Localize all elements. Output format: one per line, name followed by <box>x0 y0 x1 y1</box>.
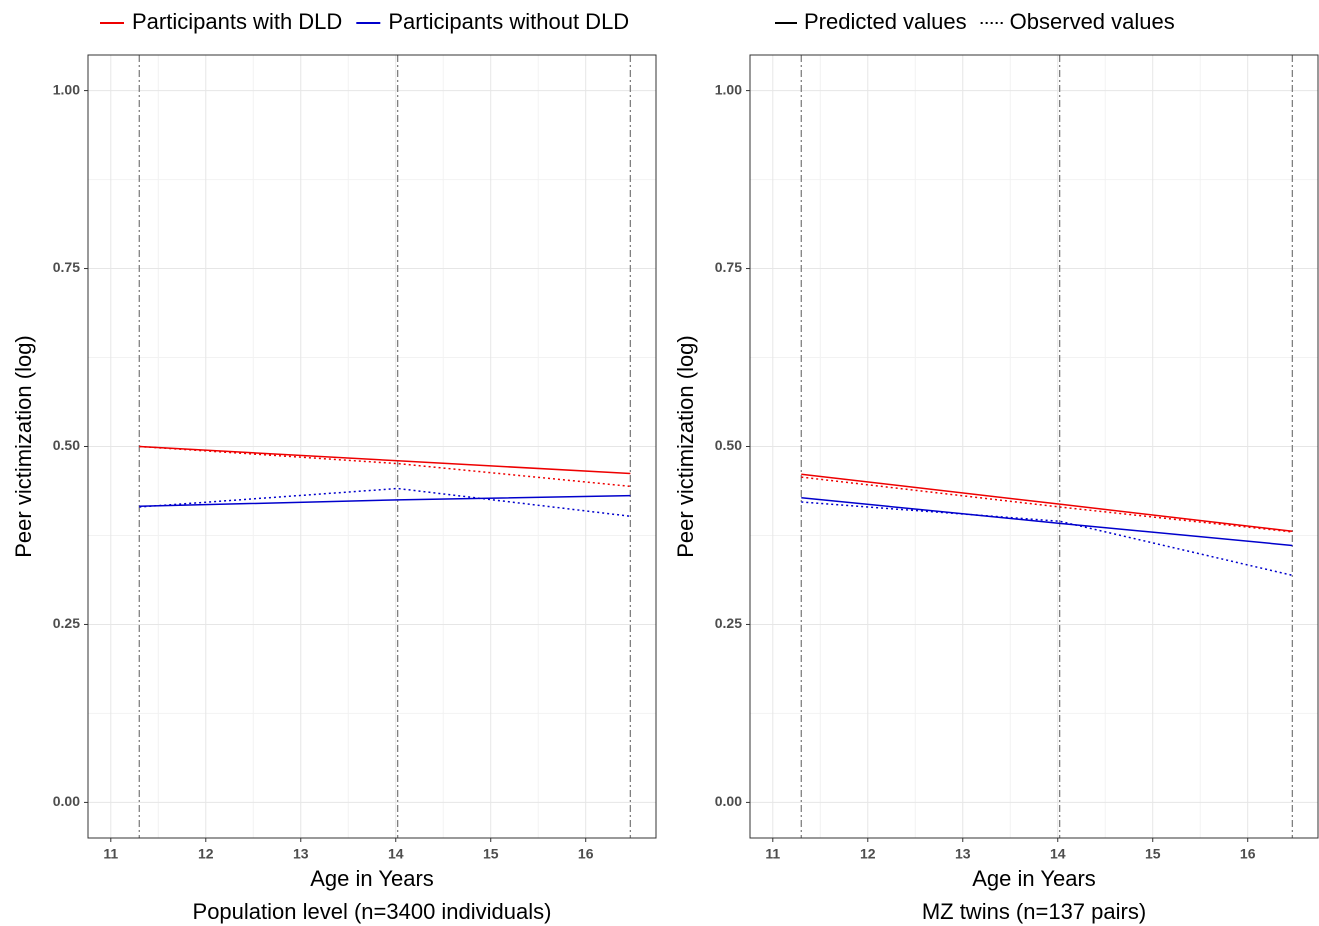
y-tick-label: 0.75 <box>53 259 80 275</box>
plot-border <box>749 54 1319 839</box>
series-line <box>801 473 1293 532</box>
y-tick-label: 1.00 <box>53 81 80 97</box>
x-axis-label: Age in Years <box>972 866 1096 891</box>
legend-label: Participants without DLD <box>388 9 629 34</box>
y-tick-label: 1.00 <box>715 81 742 97</box>
y-tick-label: 0.00 <box>53 793 80 809</box>
legend-label: Observed values <box>1010 9 1175 34</box>
x-tick-label: 11 <box>103 846 118 862</box>
x-tick-label: 16 <box>578 846 594 862</box>
x-axis-label: Age in Years <box>310 866 434 891</box>
legend-label: Participants with DLD <box>132 9 342 34</box>
series-line <box>139 445 631 488</box>
caption: MZ twins (n=137 pairs) <box>922 899 1146 924</box>
x-tick-label: 12 <box>860 846 876 862</box>
x-tick-label: 16 <box>1240 846 1256 862</box>
y-tick-label: 0.75 <box>715 259 742 275</box>
caption: Population level (n=3400 individuals) <box>193 899 552 924</box>
series-line <box>139 487 631 518</box>
series-line <box>139 445 631 475</box>
y-axis-label: Peer victimization (log) <box>673 335 698 558</box>
y-axis-label: Peer victimization (log) <box>11 335 36 558</box>
series-line <box>801 476 1293 533</box>
y-tick-label: 0.50 <box>53 437 80 453</box>
series-line <box>139 494 631 508</box>
x-tick-label: 13 <box>955 846 971 862</box>
series-line <box>801 497 1293 547</box>
y-tick-label: 0.00 <box>715 793 742 809</box>
x-tick-label: 11 <box>765 846 780 862</box>
series-line <box>801 501 1293 577</box>
legend-label: Predicted values <box>804 9 967 34</box>
x-tick-label: 13 <box>293 846 309 862</box>
x-tick-label: 15 <box>483 846 499 862</box>
x-tick-label: 14 <box>388 846 404 862</box>
y-tick-label: 0.50 <box>715 437 742 453</box>
y-tick-label: 0.25 <box>715 615 742 631</box>
y-tick-label: 0.25 <box>53 615 80 631</box>
x-tick-label: 14 <box>1050 846 1066 862</box>
x-tick-label: 15 <box>1145 846 1161 862</box>
x-tick-label: 12 <box>198 846 214 862</box>
plot-border <box>87 54 657 839</box>
